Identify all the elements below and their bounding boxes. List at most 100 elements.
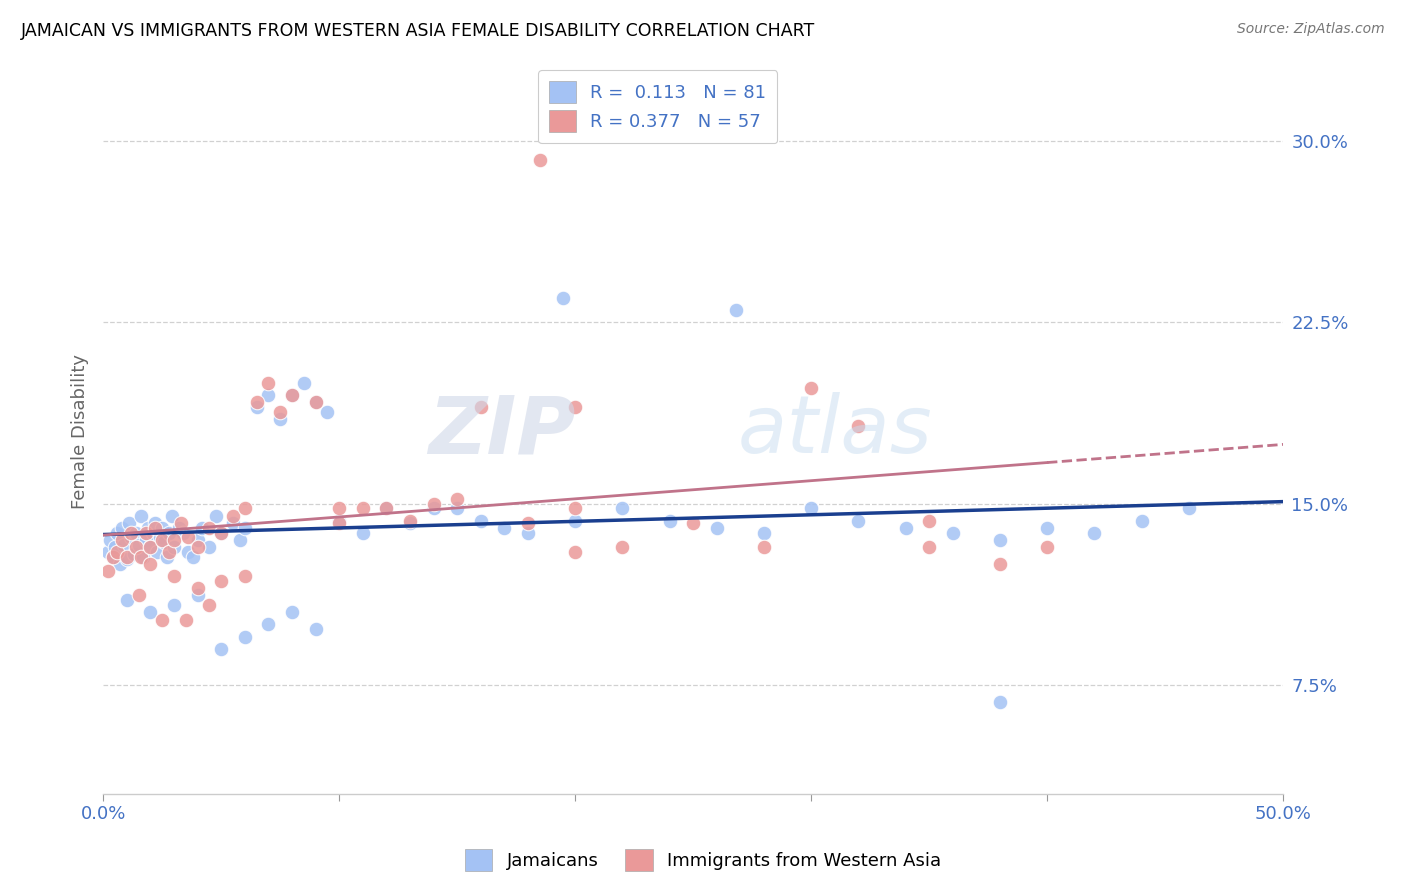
Point — [328, 514, 350, 528]
Point — [163, 598, 186, 612]
Point — [612, 540, 634, 554]
Point — [375, 501, 398, 516]
Point — [198, 521, 221, 535]
Point — [157, 525, 180, 540]
Point — [150, 613, 173, 627]
Point — [222, 508, 245, 523]
Point — [98, 533, 121, 547]
Point — [129, 508, 152, 523]
Point — [181, 549, 204, 564]
Point — [139, 606, 162, 620]
Text: Source: ZipAtlas.com: Source: ZipAtlas.com — [1237, 22, 1385, 37]
Point — [304, 395, 326, 409]
Point — [205, 508, 228, 523]
Point — [186, 540, 208, 554]
Point — [163, 533, 186, 547]
Point — [186, 581, 208, 595]
Point — [233, 569, 256, 583]
Point — [191, 521, 214, 535]
Point — [170, 516, 193, 530]
Point — [120, 525, 142, 540]
Point — [446, 501, 468, 516]
Point — [97, 564, 120, 578]
Point — [105, 525, 128, 540]
Point — [111, 521, 134, 535]
Point — [118, 516, 141, 530]
Point — [125, 525, 148, 540]
Point — [115, 593, 138, 607]
Point — [375, 501, 398, 516]
Point — [328, 501, 350, 516]
Point — [257, 388, 280, 402]
Text: JAMAICAN VS IMMIGRANTS FROM WESTERN ASIA FEMALE DISABILITY CORRELATION CHART: JAMAICAN VS IMMIGRANTS FROM WESTERN ASIA… — [21, 22, 815, 40]
Point — [149, 531, 172, 545]
Point — [157, 545, 180, 559]
Point — [470, 400, 492, 414]
Text: atlas: atlas — [737, 392, 932, 470]
Point — [281, 606, 304, 620]
Point — [328, 516, 350, 530]
Point — [120, 531, 142, 545]
Point — [281, 388, 304, 402]
Point — [846, 514, 869, 528]
Point — [135, 525, 157, 540]
Point — [125, 540, 148, 554]
Point — [281, 388, 304, 402]
Point — [800, 501, 823, 516]
Point — [163, 569, 186, 583]
Point — [1036, 521, 1059, 535]
Point — [160, 508, 183, 523]
Point — [146, 545, 169, 559]
Point — [516, 525, 538, 540]
Point — [682, 516, 704, 530]
Point — [1177, 501, 1199, 516]
Point — [135, 533, 157, 547]
Point — [101, 549, 124, 564]
Point — [564, 501, 586, 516]
Point — [233, 630, 256, 644]
Text: ZIP: ZIP — [427, 392, 575, 470]
Point — [150, 521, 173, 535]
Point — [553, 291, 575, 305]
Point — [612, 501, 634, 516]
Point — [209, 525, 232, 540]
Point — [918, 540, 941, 554]
Point — [112, 538, 135, 552]
Point — [269, 405, 291, 419]
Point — [209, 574, 232, 588]
Point — [229, 533, 252, 547]
Point — [304, 395, 326, 409]
Point — [752, 525, 775, 540]
Point — [142, 525, 165, 540]
Point — [198, 598, 221, 612]
Point — [222, 516, 245, 530]
Point — [988, 695, 1011, 709]
Point — [111, 533, 134, 547]
Point — [139, 540, 162, 554]
Point — [136, 521, 159, 535]
Point — [129, 549, 152, 564]
Point — [846, 419, 869, 434]
Point — [942, 525, 965, 540]
Point — [233, 501, 256, 516]
Point — [128, 589, 150, 603]
Point — [399, 514, 422, 528]
Legend: R =  0.113   N = 81, R = 0.377   N = 57: R = 0.113 N = 81, R = 0.377 N = 57 — [538, 70, 778, 144]
Point — [257, 617, 280, 632]
Point — [399, 516, 422, 530]
Point — [132, 549, 155, 564]
Point — [918, 514, 941, 528]
Point — [115, 549, 138, 564]
Point — [564, 514, 586, 528]
Point — [292, 376, 315, 390]
Point — [209, 525, 232, 540]
Point — [446, 491, 468, 506]
Point — [304, 623, 326, 637]
Point — [516, 516, 538, 530]
Point — [352, 501, 374, 516]
Point — [470, 514, 492, 528]
Point — [101, 549, 124, 564]
Point — [564, 400, 586, 414]
Point — [209, 641, 232, 656]
Point — [122, 547, 145, 561]
